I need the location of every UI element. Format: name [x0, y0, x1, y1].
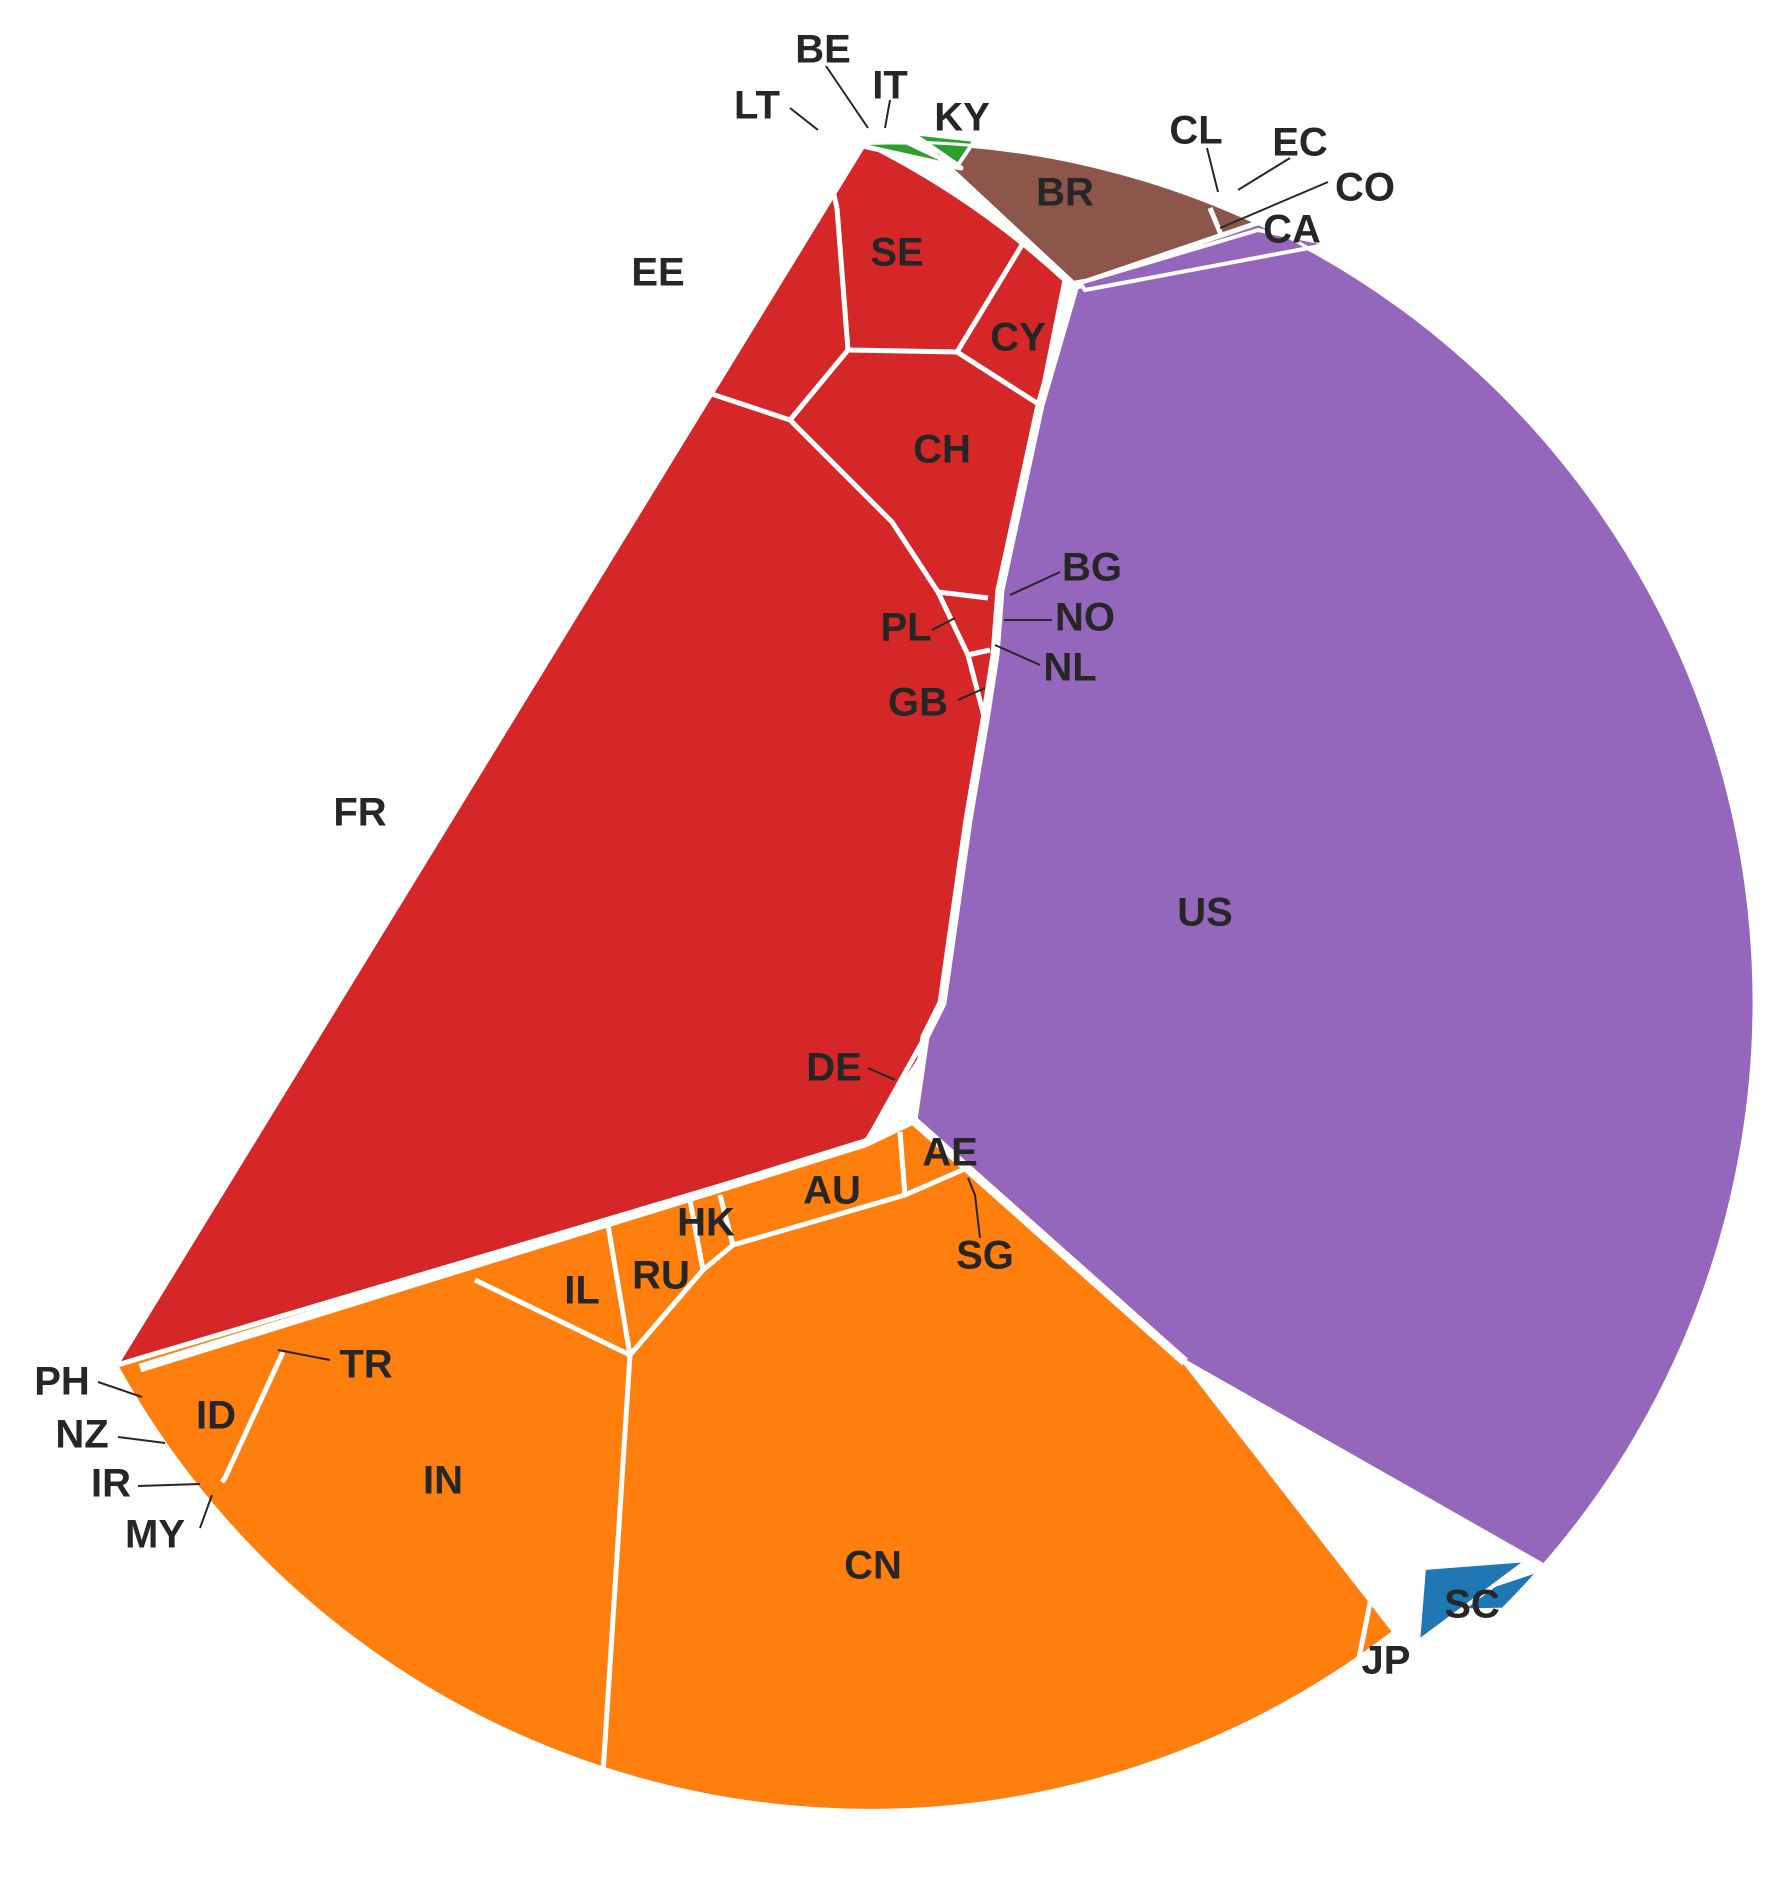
leader-line-de — [867, 1067, 896, 1081]
label-tr: TR — [339, 1343, 392, 1387]
label-ir: IR — [91, 1462, 131, 1506]
leader-line-nl — [994, 644, 1041, 666]
cell-border — [788, 418, 941, 594]
label-cn: CN — [844, 1544, 902, 1588]
cell-border — [1348, 1552, 1383, 1699]
label-jp: JP — [1362, 1639, 1411, 1683]
label-bg: BG — [1062, 546, 1122, 590]
cell-border — [897, 1131, 908, 1196]
cell-border — [473, 1277, 632, 1358]
label-in: IN — [423, 1459, 463, 1503]
leader-line-be — [825, 65, 869, 129]
label-ec: EC — [1272, 121, 1328, 165]
cell-border — [717, 1194, 736, 1246]
cell-border — [1207, 207, 1225, 238]
label-nz: NZ — [55, 1413, 108, 1457]
label-lt: LT — [734, 84, 780, 128]
cell-border — [687, 1199, 706, 1271]
chart-circle-outline — [33, 140, 1757, 1864]
label-il: IL — [564, 1269, 600, 1313]
leader-line-tr — [277, 1349, 331, 1361]
label-pl: PL — [880, 606, 931, 650]
label-co: CO — [1335, 166, 1395, 210]
label-ee: EE — [631, 251, 684, 295]
leader-line-lt — [789, 107, 819, 131]
cell-border — [597, 1354, 633, 1821]
label-cy: CY — [990, 316, 1046, 360]
label-no: NO — [1055, 596, 1115, 640]
label-ru: RU — [632, 1254, 690, 1298]
leader-line-gb — [957, 687, 986, 701]
cell-sliver-ky — [910, 131, 979, 168]
cell-border — [840, 129, 851, 149]
leader-line-cl — [1206, 147, 1219, 193]
cell-border — [955, 349, 1042, 408]
label-be: BE — [795, 28, 851, 72]
leader-line-nz — [117, 1436, 166, 1444]
label-sc: SC — [1444, 1583, 1500, 1627]
leader-line-bg — [1009, 571, 1061, 596]
cell-border — [847, 134, 869, 141]
cell-border — [397, 287, 791, 423]
label-id: ID — [196, 1394, 236, 1438]
cell-border — [825, 169, 840, 209]
leader-lines-layer — [97, 65, 1329, 1529]
leader-line-pl — [931, 617, 956, 631]
cell-border — [967, 647, 991, 658]
cell-sliver-ca — [1076, 227, 1331, 293]
group-separator — [908, 283, 1080, 1121]
label-ky: KY — [934, 96, 990, 140]
label-hk: HK — [677, 1201, 735, 1245]
cell-border — [954, 243, 1025, 354]
label-fr: FR — [333, 791, 386, 835]
label-my: MY — [125, 1513, 185, 1557]
label-gb: GB — [888, 681, 948, 725]
label-ch: CH — [913, 428, 971, 472]
label-de: DE — [806, 1046, 862, 1090]
cell-border — [863, 1035, 928, 1145]
label-se: SE — [870, 231, 923, 275]
group-separator — [910, 1116, 1188, 1366]
label-ph: PH — [34, 1360, 90, 1404]
label-it: IT — [872, 64, 908, 108]
cell-border — [220, 1350, 286, 1484]
label-us: US — [1177, 891, 1233, 935]
cell-border — [834, 207, 851, 351]
group-region-orange — [113, 1117, 1398, 1814]
group-separator — [138, 1115, 915, 1373]
leader-line-ec — [1237, 157, 1291, 191]
cell-border — [788, 348, 850, 422]
label-nl: NL — [1043, 646, 1096, 690]
cell-sliver-sc — [1415, 1557, 1535, 1647]
leader-line-ir — [137, 1483, 201, 1487]
cells-layer — [33, 129, 1758, 1864]
label-au: AU — [803, 1169, 861, 1213]
label-ca: CA — [1263, 208, 1321, 252]
leader-line-sg — [967, 1177, 981, 1239]
leader-line-co — [1219, 181, 1329, 229]
label-ae: AE — [922, 1131, 978, 1175]
cell-border — [937, 589, 989, 601]
leader-line-it — [884, 99, 891, 129]
label-br: BR — [1036, 171, 1094, 215]
cell-border — [847, 347, 958, 355]
label-cl: CL — [1169, 109, 1222, 153]
cell-border — [605, 1224, 633, 1356]
label-sg: SG — [956, 1234, 1014, 1278]
leader-line-ph — [97, 1381, 143, 1398]
leader-line-my — [199, 1494, 213, 1529]
